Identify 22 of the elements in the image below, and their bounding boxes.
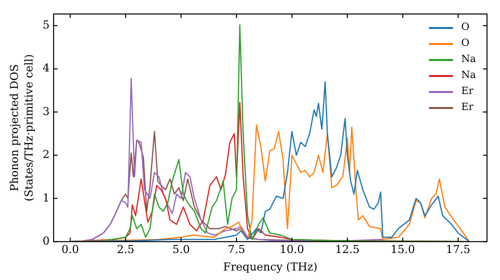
x-tick-label: 15.0 <box>390 243 416 256</box>
legend-label: Er <box>461 85 474 99</box>
y-tick-label: 1 <box>42 191 50 204</box>
y-tick-label: 2 <box>42 148 50 162</box>
x-tick-label: 10.0 <box>280 243 304 256</box>
y-axis-title: Phonon projected DOS (States/THz·primitive cell) <box>8 54 36 202</box>
x-tick-label: 5.0 <box>172 243 190 256</box>
y-tick-label: 0 <box>42 234 50 248</box>
y-tick-label: 4 <box>42 62 50 75</box>
x-tick-label: 2.5 <box>116 243 134 256</box>
y-tick-label: 5 <box>42 18 50 32</box>
legend-label: Na <box>461 69 476 83</box>
x-tick-label: 0.0 <box>61 243 79 256</box>
legend-label: O <box>461 21 470 35</box>
legend-label: Er <box>461 101 474 115</box>
legend-label: Na <box>461 53 476 67</box>
x-axis-title: Frequency (THz) <box>223 260 318 274</box>
x-tick-label: 17.5 <box>446 243 470 256</box>
x-tick-label: 12.5 <box>335 243 360 256</box>
x-tick-label: 7.5 <box>228 243 246 256</box>
legend-label: O <box>461 37 470 51</box>
y-tick-label: 3 <box>42 104 50 118</box>
